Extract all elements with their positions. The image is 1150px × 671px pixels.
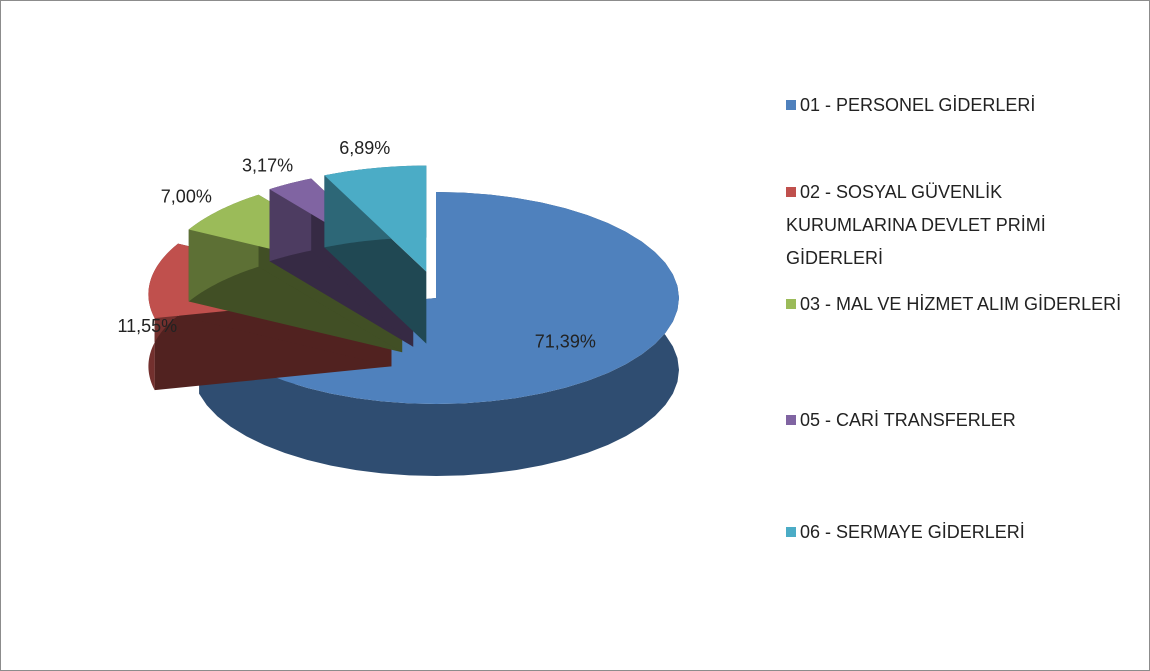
legend-label: 02 - SOSYAL GÜVENLİK KURUMLARINA DEVLET … bbox=[786, 182, 1046, 268]
legend-swatch bbox=[786, 100, 796, 110]
data-label: 11,55% bbox=[117, 316, 177, 336]
legend-item: 02 - SOSYAL GÜVENLİK KURUMLARINA DEVLET … bbox=[786, 176, 1126, 275]
legend-item: 03 - MAL VE HİZMET ALIM GİDERLERİ bbox=[786, 288, 1126, 321]
legend-item: 06 - SERMAYE GİDERLERİ bbox=[786, 516, 1126, 549]
data-label: 6,89% bbox=[339, 138, 390, 158]
legend-label: 06 - SERMAYE GİDERLERİ bbox=[800, 522, 1025, 542]
data-label: 3,17% bbox=[242, 156, 293, 176]
slice-top bbox=[324, 165, 427, 272]
legend-swatch bbox=[786, 527, 796, 537]
legend-item: 05 - CARİ TRANSFERLER bbox=[786, 404, 1126, 437]
legend-swatch bbox=[786, 187, 796, 197]
legend-label: 05 - CARİ TRANSFERLER bbox=[800, 410, 1016, 430]
legend-swatch bbox=[786, 299, 796, 309]
pie-slice bbox=[324, 165, 427, 344]
legend-item: 01 - PERSONEL GİDERLERİ bbox=[786, 89, 1126, 122]
legend-swatch bbox=[786, 415, 796, 425]
data-label: 71,39% bbox=[535, 332, 596, 352]
legend-label: 03 - MAL VE HİZMET ALIM GİDERLERİ bbox=[800, 294, 1122, 314]
legend-label: 01 - PERSONEL GİDERLERİ bbox=[800, 95, 1036, 115]
data-label: 7,00% bbox=[161, 187, 212, 207]
